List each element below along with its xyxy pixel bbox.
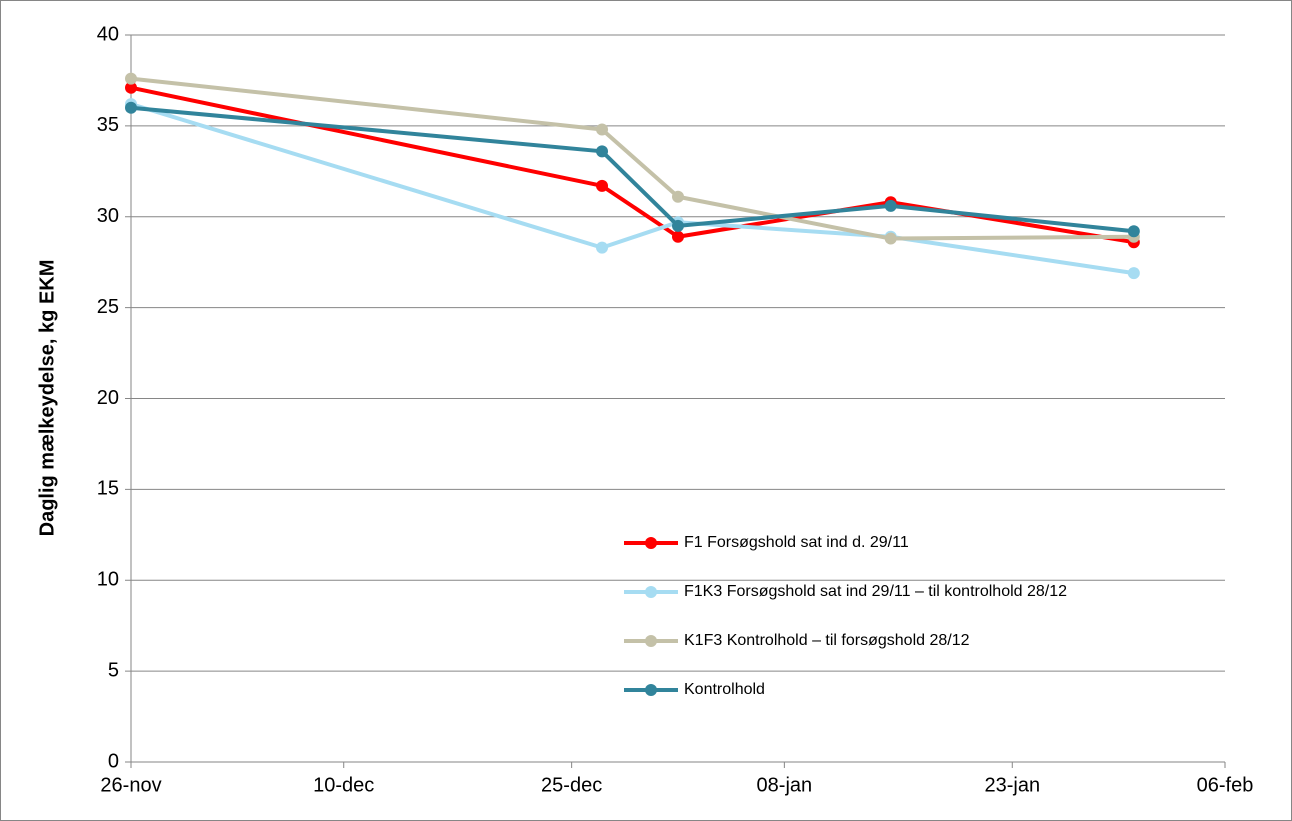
x-tick-label: 06-feb — [1197, 774, 1254, 796]
x-tick-label: 25-dec — [541, 774, 602, 796]
y-axis-label: Daglig mælkeydelse, kg EKM — [36, 260, 58, 537]
legend-label: K1F3 Kontrolhold – til forsøgshold 28/12 — [684, 632, 970, 649]
y-tick-label: 10 — [97, 569, 119, 591]
y-tick-label: 5 — [108, 659, 119, 681]
data-point — [125, 81, 137, 94]
data-point — [1127, 267, 1140, 280]
x-tick-label: 08-jan — [757, 774, 813, 796]
data-point — [596, 179, 609, 192]
x-tick-label: 23-jan — [984, 774, 1040, 796]
data-point — [1127, 225, 1140, 238]
y-tick-label: 0 — [108, 750, 119, 772]
legend-marker — [645, 684, 657, 696]
y-tick-label: 30 — [97, 205, 119, 227]
legend-marker — [645, 537, 657, 549]
y-tick-label: 40 — [97, 23, 119, 45]
x-tick-label: 10-dec — [313, 774, 374, 796]
legend: F1 Forsøgshold sat ind d. 29/11 F1K3 Fors… — [624, 534, 1067, 698]
data-point — [596, 123, 609, 136]
data-point — [596, 145, 609, 158]
legend-label: Kontrolhold — [684, 681, 765, 698]
legend-label: F1 Forsøgshold sat ind d. 29/11 — [684, 534, 909, 551]
legend-label: F1K3 Forsøgshold sat ind 29/11 – til kon… — [684, 583, 1067, 600]
legend-marker — [645, 635, 657, 647]
data-point — [125, 72, 137, 85]
data-point — [125, 101, 137, 114]
data-point — [672, 219, 684, 232]
data-point — [672, 230, 684, 243]
y-tick-label: 25 — [97, 296, 119, 318]
data-point — [884, 232, 897, 245]
legend-marker — [645, 586, 657, 598]
y-tick-label: 15 — [97, 478, 119, 500]
data-point — [672, 190, 684, 203]
y-tick-label: 20 — [97, 387, 119, 409]
y-tick-label: 35 — [97, 114, 119, 136]
data-point — [884, 199, 897, 212]
data-point — [596, 241, 609, 254]
x-tick-label: 26-nov — [100, 774, 161, 796]
